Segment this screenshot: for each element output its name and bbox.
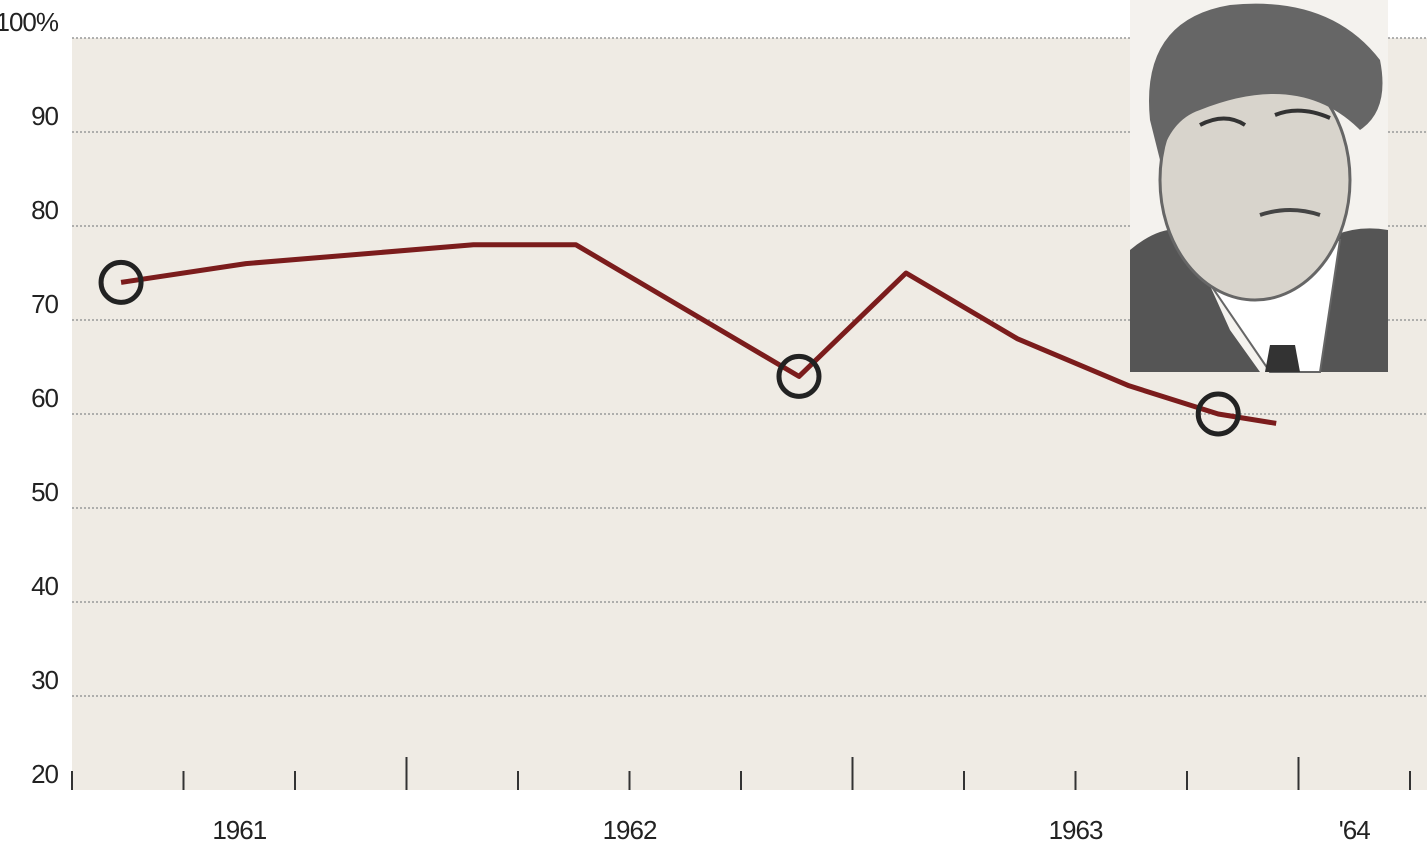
y-tick-label: 20: [31, 759, 58, 789]
highlight-circle: [98, 259, 144, 305]
x-tick-label: 1961: [212, 815, 266, 845]
data-line: [120, 242, 1277, 426]
highlight-circle: [776, 353, 822, 399]
y-tick-label: 80: [31, 195, 58, 225]
x-tick-label: 1963: [1049, 815, 1103, 845]
y-tick-label: 60: [31, 383, 58, 413]
x-tick-label: '64: [1339, 815, 1370, 845]
y-tick-label: 100%: [0, 7, 59, 37]
y-tick-label: 30: [31, 665, 58, 695]
highlight-circle: [1195, 391, 1241, 437]
y-tick-label: 90: [31, 101, 58, 131]
y-tick-label: 50: [31, 477, 58, 507]
portrait: [1130, 0, 1388, 373]
y-tick-label: 70: [31, 289, 58, 319]
y-tick-label: 40: [31, 571, 58, 601]
x-tick-label: 1962: [603, 815, 657, 845]
